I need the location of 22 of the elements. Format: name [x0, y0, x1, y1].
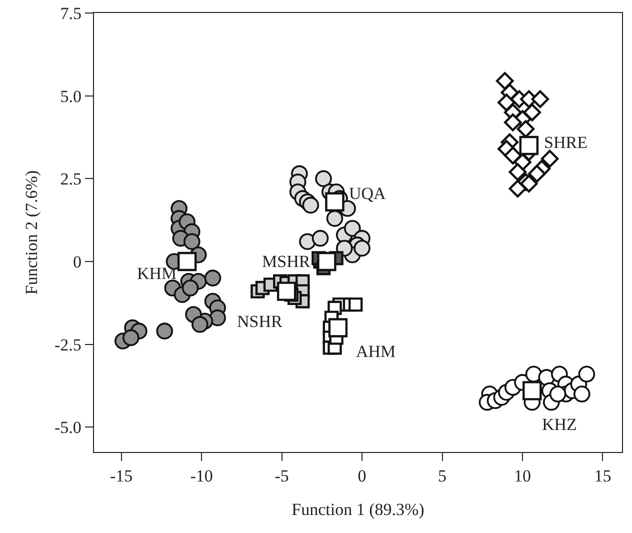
- annotation: UQA: [349, 184, 387, 203]
- x-tick-label: 15: [594, 466, 612, 486]
- y-tick-label: 0: [72, 252, 82, 272]
- annotation: MSHR: [262, 252, 311, 271]
- y-tick-label: 2.5: [60, 170, 82, 189]
- annotation: NSHR: [237, 312, 284, 331]
- x-tick-label: -5: [274, 466, 289, 486]
- x-axis-title: Function 1 (89.3%): [292, 500, 424, 519]
- x-tick-label: 0: [358, 466, 366, 486]
- annotation: AHM: [356, 342, 396, 361]
- y-axis-title: Function 2 (7.6%): [22, 170, 42, 295]
- annotation: KHZ: [542, 415, 577, 434]
- y-tick-label: -2.5: [54, 335, 82, 354]
- y-tick-label: 7.5: [60, 4, 82, 23]
- x-tick-label: 10: [514, 466, 531, 486]
- y-tick-label: 5.0: [60, 86, 82, 106]
- y-tick-label: -5.0: [54, 418, 82, 438]
- x-tick-label: -15: [110, 466, 133, 486]
- annotation: SHRE: [544, 133, 588, 152]
- annotation: KHM: [137, 264, 177, 283]
- x-tick-label: 5: [438, 466, 447, 486]
- x-tick-label: -10: [190, 466, 213, 486]
